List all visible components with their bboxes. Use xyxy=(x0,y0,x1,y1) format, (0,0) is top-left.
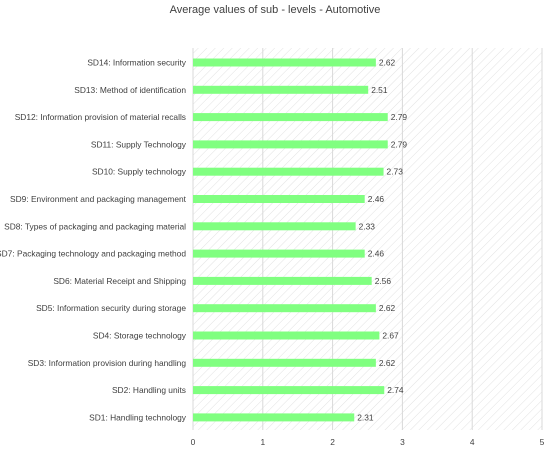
category-label: SD13: Method of identification xyxy=(74,85,186,95)
category-labels: SD14: Information security SD13: Method o… xyxy=(0,58,187,423)
data-label: 2.73 xyxy=(387,167,404,177)
bar xyxy=(193,222,356,231)
data-label: 2.67 xyxy=(382,331,399,341)
bar xyxy=(193,195,365,203)
bar xyxy=(193,331,380,340)
value-labels: 2.62 2.51 2.79 2.79 2.73 2.46 2.33 2.46 2.56 2.62… xyxy=(357,58,407,423)
data-label: 2.33 xyxy=(359,221,376,231)
data-label: 2.51 xyxy=(371,85,388,95)
data-label: 2.79 xyxy=(391,112,408,122)
bar xyxy=(193,413,355,422)
category-label: SD6: Material Receipt and Shipping xyxy=(53,276,186,286)
x-tick-label: 1 xyxy=(260,437,265,447)
data-label: 2.62 xyxy=(379,303,396,313)
bar xyxy=(193,85,369,94)
bar xyxy=(193,304,376,313)
plot-area-background xyxy=(193,48,542,430)
data-label: 2.31 xyxy=(357,412,374,422)
x-axis-tick-labels: 0 1 2 3 4 5 xyxy=(191,437,545,447)
category-label: SD1: Handling technology xyxy=(89,412,187,422)
data-label: 2.46 xyxy=(368,249,385,259)
data-label: 2.62 xyxy=(379,58,396,68)
bar xyxy=(193,167,384,176)
bar xyxy=(193,276,372,285)
bar xyxy=(193,140,388,149)
x-tick-label: 2 xyxy=(330,437,335,447)
category-label: SD12: Information provision of material … xyxy=(15,112,186,122)
category-label: SD11: Supply Technology xyxy=(91,139,187,149)
data-label: 2.74 xyxy=(387,385,404,395)
category-label: SD5: Information security during storage xyxy=(36,303,186,313)
category-label: SD8: Types of packaging and packaging ma… xyxy=(4,221,186,231)
x-tick-label: 5 xyxy=(540,437,545,447)
data-label: 2.56 xyxy=(375,276,392,286)
data-label: 2.79 xyxy=(391,139,408,149)
data-label: 2.62 xyxy=(379,358,396,368)
bar xyxy=(193,358,376,367)
category-label: SD7: Packaging technology and packaging … xyxy=(0,249,186,259)
bar xyxy=(193,386,385,395)
chart-title: Average values of sub - levels - Automot… xyxy=(169,4,381,16)
x-tick-label: 0 xyxy=(191,437,196,447)
bar xyxy=(193,58,376,67)
x-tick-label: 4 xyxy=(470,437,475,447)
category-label: SD9: Environment and packaging managemen… xyxy=(10,194,187,204)
category-label: SD2: Handling units xyxy=(112,385,186,395)
data-label: 2.46 xyxy=(368,194,385,204)
category-label: SD4: Storage technology xyxy=(93,331,187,341)
bar xyxy=(193,249,365,258)
category-label: SD3: Information provision during handli… xyxy=(28,358,187,368)
bars xyxy=(193,58,388,422)
category-label: SD14: Information security xyxy=(87,58,186,68)
x-tick-label: 3 xyxy=(400,437,405,447)
bar xyxy=(193,113,388,122)
category-label: SD10: Supply technology xyxy=(92,167,187,177)
